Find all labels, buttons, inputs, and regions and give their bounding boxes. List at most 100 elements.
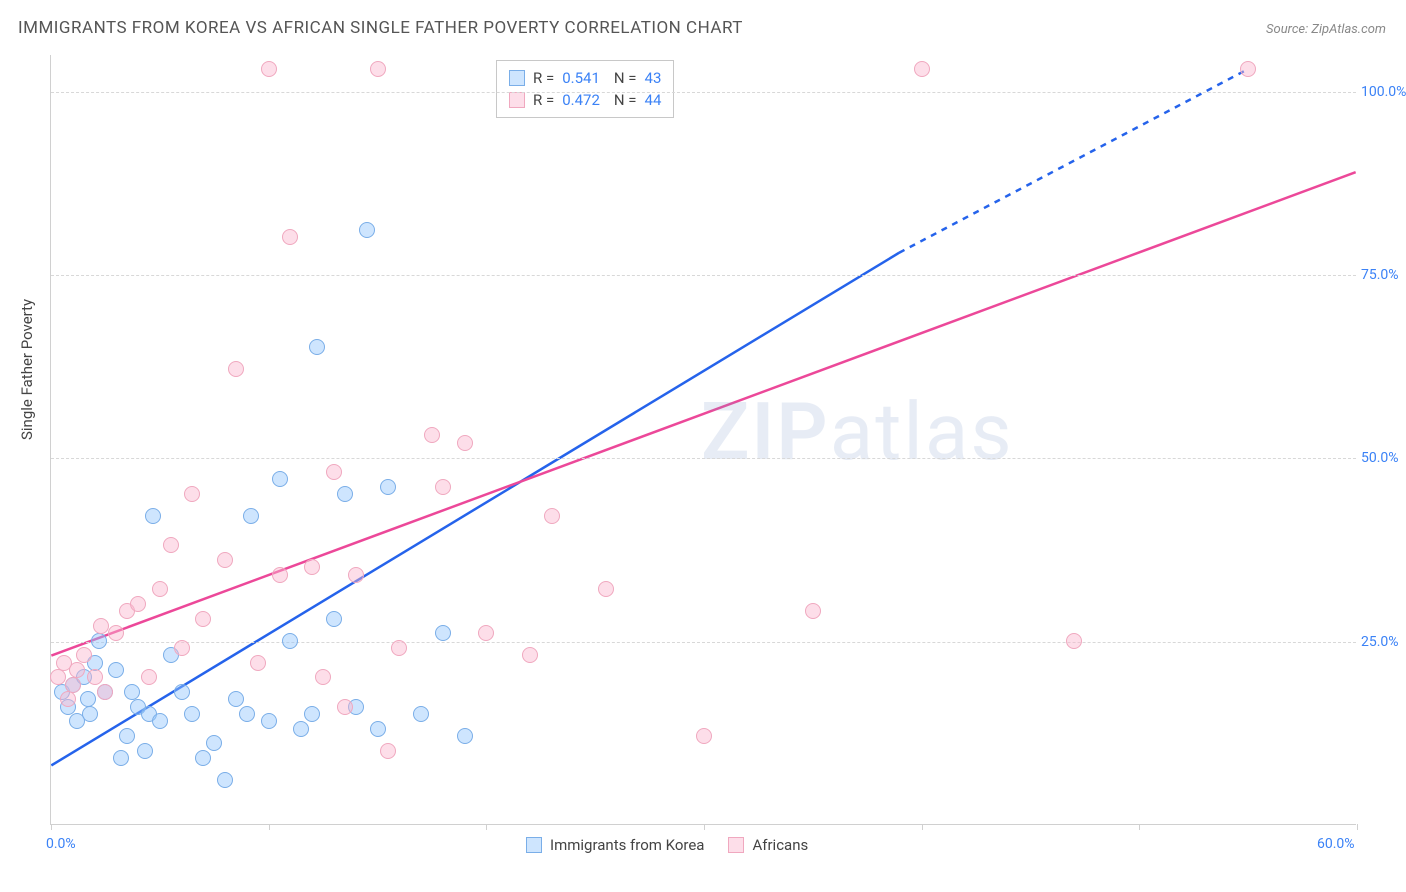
- scatter-point: [60, 691, 76, 707]
- scatter-point: [457, 728, 473, 744]
- scatter-point: [337, 486, 353, 502]
- scatter-point: [309, 339, 325, 355]
- scatter-point: [174, 640, 190, 656]
- scatter-point: [239, 706, 255, 722]
- scatter-point: [195, 750, 211, 766]
- x-tick: [1357, 824, 1358, 830]
- scatter-point: [391, 640, 407, 656]
- scatter-point: [195, 611, 211, 627]
- scatter-point: [326, 464, 342, 480]
- scatter-point: [282, 633, 298, 649]
- series-name: Africans: [752, 836, 808, 854]
- scatter-point: [217, 772, 233, 788]
- legend-r-label: R =: [533, 69, 554, 87]
- x-tick: [704, 824, 705, 830]
- chart-title: IMMIGRANTS FROM KOREA VS AFRICAN SINGLE …: [18, 18, 743, 38]
- scatter-point: [163, 537, 179, 553]
- y-tick-label: 100.0%: [1361, 84, 1406, 100]
- legend-n-label: N =: [614, 91, 637, 109]
- series-name: Immigrants from Korea: [550, 836, 704, 854]
- scatter-point: [370, 721, 386, 737]
- series-legend-item: Immigrants from Korea: [526, 836, 704, 854]
- scatter-point: [598, 581, 614, 597]
- scatter-point: [413, 706, 429, 722]
- legend-n-label: N =: [614, 69, 637, 87]
- scatter-point: [696, 728, 712, 744]
- scatter-point: [141, 669, 157, 685]
- y-tick-label: 75.0%: [1361, 267, 1406, 283]
- scatter-point: [50, 669, 66, 685]
- x-tick: [269, 824, 270, 830]
- gridline: [51, 642, 1356, 643]
- scatter-point: [805, 603, 821, 619]
- scatter-point: [261, 61, 277, 77]
- y-tick-label: 50.0%: [1361, 450, 1406, 466]
- legend-n-value: 43: [645, 69, 662, 87]
- scatter-point: [370, 61, 386, 77]
- scatter-point: [130, 596, 146, 612]
- scatter-point: [97, 684, 113, 700]
- x-tick-label: 0.0%: [46, 836, 76, 852]
- scatter-point: [174, 684, 190, 700]
- scatter-point: [304, 559, 320, 575]
- scatter-point: [282, 229, 298, 245]
- y-tick-label: 25.0%: [1361, 634, 1406, 650]
- scatter-point: [293, 721, 309, 737]
- scatter-point: [348, 567, 364, 583]
- scatter-point: [261, 713, 277, 729]
- legend-swatch: [526, 837, 542, 853]
- scatter-point: [152, 713, 168, 729]
- legend-swatch: [509, 92, 525, 108]
- legend-r-label: R =: [533, 91, 554, 109]
- scatter-point: [478, 625, 494, 641]
- scatter-point: [206, 735, 222, 751]
- scatter-point: [250, 655, 266, 671]
- x-tick-label: 60.0%: [1317, 836, 1355, 852]
- scatter-point: [522, 647, 538, 663]
- x-tick: [922, 824, 923, 830]
- series-legend-item: Africans: [728, 836, 808, 854]
- legend-r-value: 0.541: [562, 69, 600, 87]
- scatter-point: [424, 427, 440, 443]
- series-legend: Immigrants from Korea Africans: [526, 836, 808, 854]
- scatter-point: [1066, 633, 1082, 649]
- legend-swatch: [509, 70, 525, 86]
- scatter-point: [184, 706, 200, 722]
- gridline: [51, 458, 1356, 459]
- legend-row: R = 0.541 N = 43: [509, 67, 661, 89]
- scatter-point: [272, 567, 288, 583]
- scatter-point: [152, 581, 168, 597]
- scatter-point: [228, 691, 244, 707]
- scatter-point: [137, 743, 153, 759]
- scatter-point: [457, 435, 473, 451]
- scatter-point: [272, 471, 288, 487]
- scatter-point: [80, 691, 96, 707]
- correlation-legend: R =0.541N =43R =0.472N =44: [496, 60, 674, 118]
- scatter-point: [435, 479, 451, 495]
- scatter-point: [326, 611, 342, 627]
- legend-n-value: 44: [645, 91, 662, 109]
- y-axis-label: Single Father Poverty: [18, 299, 36, 440]
- scatter-point: [93, 618, 109, 634]
- scatter-point: [359, 222, 375, 238]
- source-label: Source: ZipAtlas.com: [1266, 22, 1386, 37]
- scatter-point: [315, 669, 331, 685]
- scatter-point: [87, 669, 103, 685]
- scatter-point: [435, 625, 451, 641]
- scatter-point: [228, 361, 244, 377]
- plot-area: ZIPatlas R =0.541N =43R =0.472N =44 Immi…: [50, 55, 1356, 825]
- legend-swatch: [728, 837, 744, 853]
- scatter-point: [91, 633, 107, 649]
- scatter-point: [380, 743, 396, 759]
- scatter-point: [544, 508, 560, 524]
- scatter-point: [184, 486, 200, 502]
- scatter-point: [914, 61, 930, 77]
- scatter-point: [108, 662, 124, 678]
- scatter-point: [304, 706, 320, 722]
- scatter-point: [76, 647, 92, 663]
- scatter-point: [113, 750, 129, 766]
- scatter-point: [124, 684, 140, 700]
- scatter-point: [65, 677, 81, 693]
- scatter-point: [69, 662, 85, 678]
- scatter-point: [82, 706, 98, 722]
